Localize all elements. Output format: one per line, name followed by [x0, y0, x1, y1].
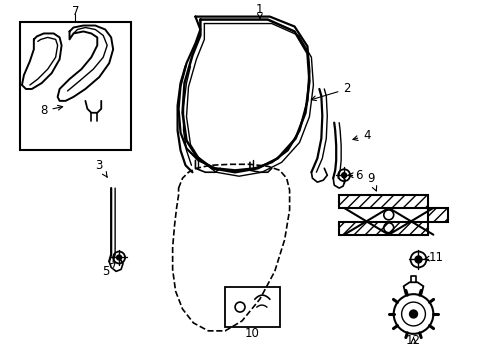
- Bar: [224, 287, 279, 327]
- Circle shape: [409, 310, 417, 318]
- Text: 8: 8: [40, 104, 62, 117]
- Text: 4: 4: [352, 129, 370, 142]
- Text: 11: 11: [424, 251, 443, 264]
- Text: 10: 10: [244, 327, 259, 340]
- Circle shape: [341, 173, 346, 178]
- Circle shape: [116, 255, 122, 260]
- Text: 2: 2: [311, 82, 350, 100]
- Text: 6: 6: [347, 169, 362, 182]
- Text: 12: 12: [405, 334, 420, 347]
- Text: 5: 5: [102, 262, 115, 278]
- Circle shape: [414, 256, 421, 263]
- Text: 3: 3: [95, 159, 107, 177]
- Bar: [20, 22, 131, 150]
- Text: 9: 9: [366, 172, 376, 191]
- Text: 7: 7: [72, 5, 79, 18]
- Text: 1: 1: [256, 3, 263, 19]
